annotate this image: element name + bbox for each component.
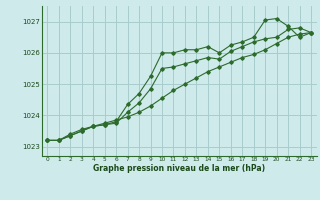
X-axis label: Graphe pression niveau de la mer (hPa): Graphe pression niveau de la mer (hPa) bbox=[93, 164, 265, 173]
